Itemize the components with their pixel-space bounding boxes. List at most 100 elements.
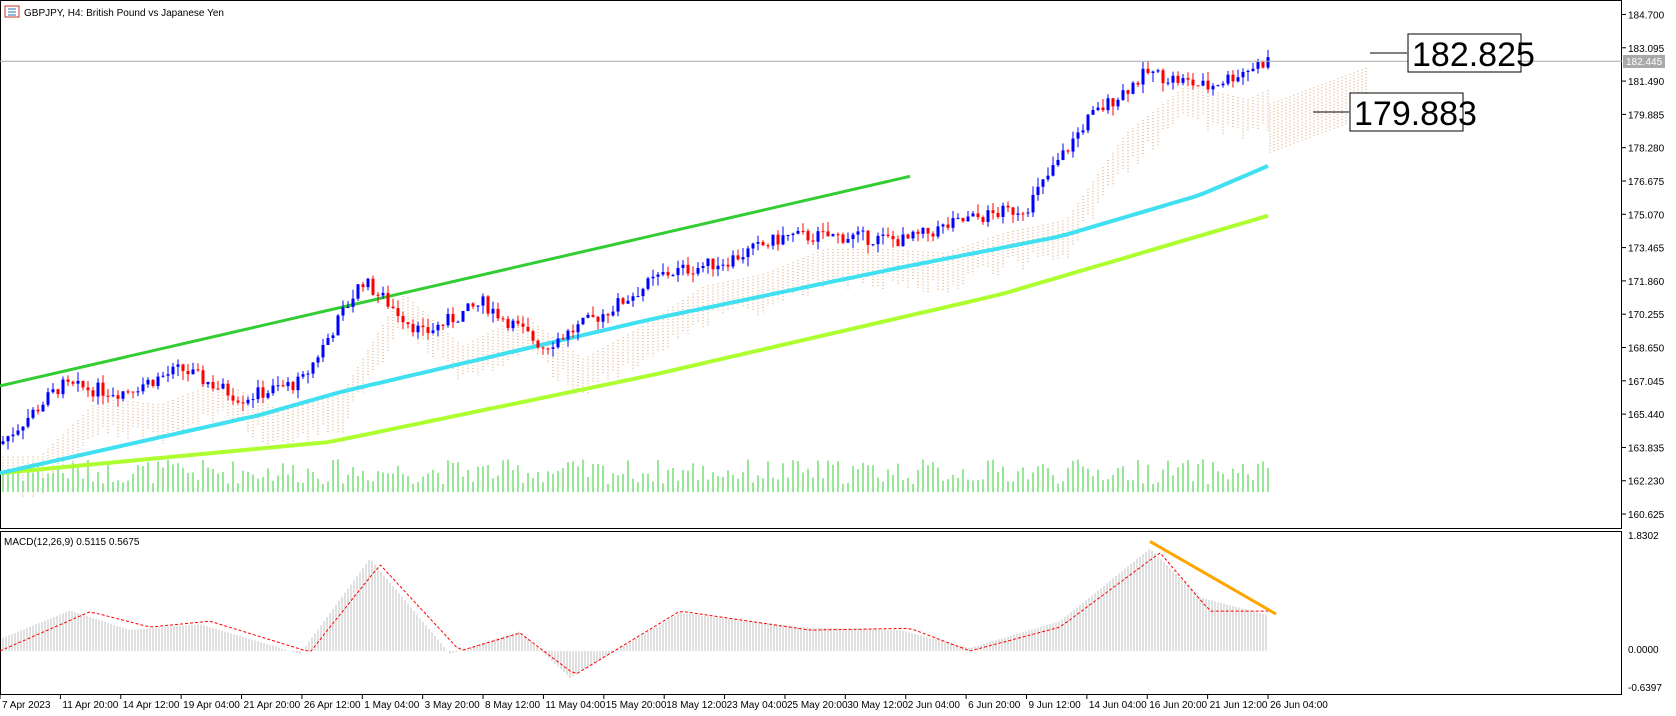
candle-body [1216, 85, 1220, 87]
price-tick-label: 167.045 [1628, 377, 1665, 388]
candle-body [326, 337, 330, 345]
current-price-marker: 182.445 [1623, 55, 1665, 68]
candle-body [1066, 150, 1070, 152]
candle-body [941, 224, 945, 227]
time-axis[interactable]: 7 Apr 2023 11 Apr 20:00 14 Apr 12:00 19 Apr… [0, 695, 1328, 711]
candle-body [36, 409, 40, 412]
candle-body [26, 417, 30, 427]
candle-body [206, 382, 210, 385]
candle-body [911, 231, 915, 239]
price-tick-label: 183.095 [1628, 44, 1665, 55]
candle-body [511, 320, 515, 329]
candle-body [581, 317, 585, 325]
candle-body [241, 402, 245, 404]
candle-body [761, 242, 765, 246]
candle-body [781, 235, 785, 245]
candle-body [141, 384, 145, 392]
candle-body [271, 385, 275, 394]
macd-tick-bottom: -0.6397 [1628, 683, 1662, 694]
candle-body [536, 340, 540, 348]
candle-body [921, 227, 925, 234]
candle-body [1036, 186, 1040, 195]
candle-body [1126, 90, 1130, 94]
candle-body [891, 235, 895, 240]
macd-signal-line [0, 552, 1268, 675]
time-tick-label: 19 Apr 04:00 [183, 700, 240, 711]
candle-body [286, 382, 290, 387]
candle-body [646, 278, 650, 289]
macd-pane-frame [0, 531, 1622, 695]
candle-body [41, 404, 45, 412]
time-tick-label: 23 May 04:00 [727, 700, 788, 711]
candle-body [1011, 207, 1015, 215]
price-axis[interactable]: 184.700 183.095 181.490 179.885 178.280 176.6… [1622, 10, 1665, 521]
price-tick-label: 173.465 [1628, 244, 1665, 255]
candle-body [991, 210, 995, 214]
candle-body [181, 364, 185, 372]
candle-body [21, 426, 25, 431]
price-tick-label: 168.650 [1628, 344, 1665, 355]
candle-body [1076, 132, 1080, 139]
level-low-box [1349, 92, 1464, 132]
macd-axis[interactable]: 1.8302 0.0000 -0.6397 [1628, 531, 1662, 694]
candle-body [371, 278, 375, 295]
candle-body [1256, 62, 1260, 69]
candle-body [376, 294, 380, 296]
candle-body [701, 265, 705, 268]
candle-body [916, 231, 920, 234]
level-label-low[interactable]: 179.883 [1313, 92, 1477, 133]
macd-tick-zero: 0.0000 [1628, 645, 1659, 656]
candle-body [1121, 90, 1125, 100]
candle-body [306, 373, 310, 375]
time-tick-label: 9 Jun 12:00 [1028, 700, 1081, 711]
candle-body [691, 273, 695, 275]
candle-body [526, 326, 530, 332]
candle-body [56, 389, 60, 395]
candle-body [466, 303, 470, 311]
level-high-value: 182.825 [1412, 36, 1535, 74]
candle-body [1176, 75, 1180, 83]
candle-body [851, 234, 855, 239]
candle-body [1046, 175, 1050, 180]
candle-body [346, 306, 350, 308]
candle-body [201, 370, 205, 385]
candle-body [266, 393, 270, 398]
candle-body [696, 267, 700, 274]
candle-body [846, 238, 850, 243]
candle-body [986, 210, 990, 222]
candle-body [61, 379, 65, 395]
candle-body [1251, 68, 1255, 72]
candle-body [676, 267, 680, 276]
channel-line[interactable] [0, 174, 911, 388]
candle-body [836, 234, 840, 236]
price-tick-label: 175.070 [1628, 210, 1665, 221]
channel-trendline [0, 174, 911, 388]
candle-body [776, 234, 780, 245]
macd-label: MACD(12,26,9) 0.5115 0.5675 [4, 537, 140, 548]
candle-body [1186, 78, 1190, 80]
candle-body [186, 371, 190, 375]
candle-body [226, 383, 230, 396]
candle-body [976, 213, 980, 218]
time-tick-label: 30 May 12:00 [847, 700, 908, 711]
level-label-high[interactable]: 182.825 [1370, 33, 1535, 74]
candle-body [1, 441, 5, 444]
macd-divergence-line[interactable] [1149, 540, 1277, 616]
candle-body [1221, 83, 1225, 86]
candle-body [221, 383, 225, 389]
candle-body [331, 335, 335, 338]
candle-body [556, 338, 560, 348]
candle-body [236, 400, 240, 403]
candle-body [811, 240, 815, 242]
candle-body [506, 318, 510, 329]
candle-body [771, 234, 775, 246]
candle-body [571, 330, 575, 333]
candle-body [1116, 99, 1120, 107]
candle-body [826, 231, 830, 237]
candle-body [136, 391, 140, 393]
candle-body [866, 230, 870, 245]
candle-body [396, 308, 400, 316]
candle-body [311, 362, 315, 374]
candle-body [671, 275, 675, 277]
